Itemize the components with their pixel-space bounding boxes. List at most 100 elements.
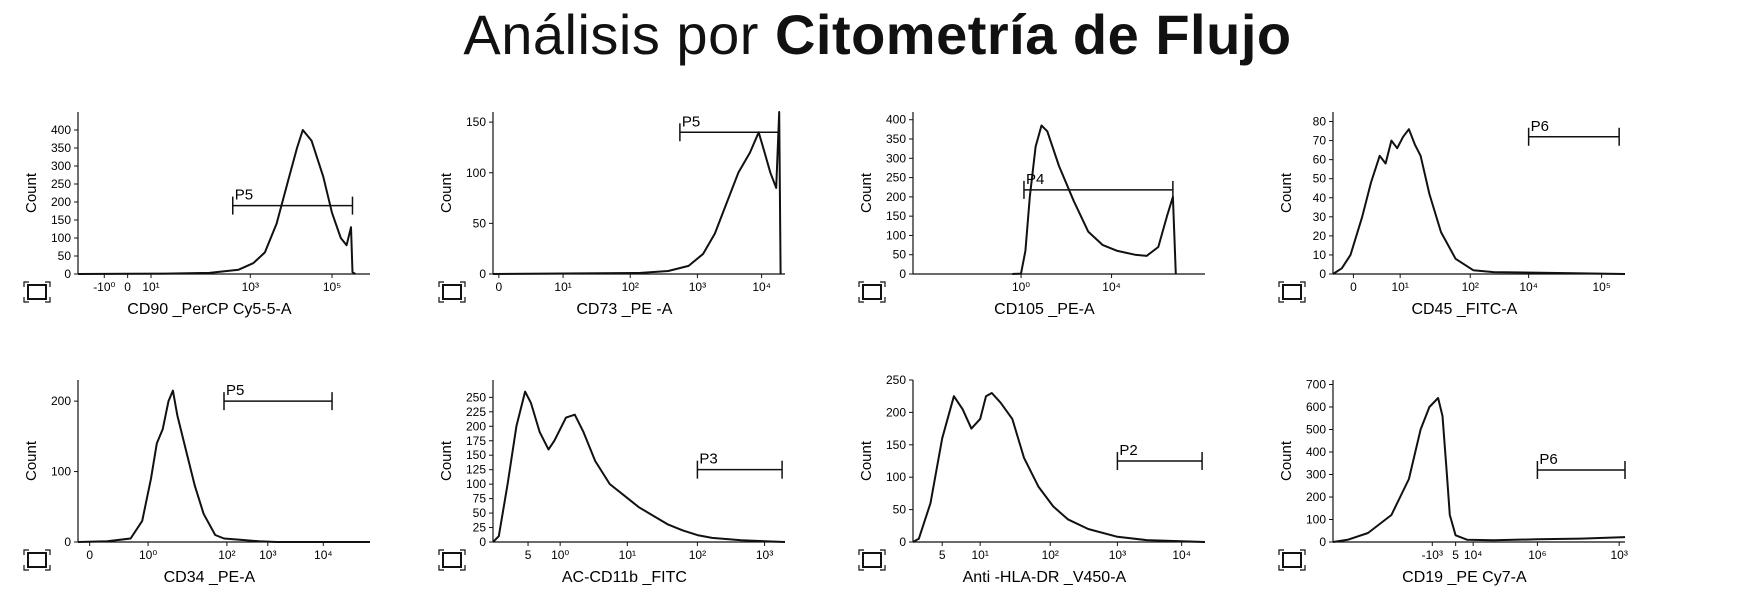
y-tick-label: 200 xyxy=(51,195,71,209)
x-tick-label: 10⁴ xyxy=(1102,280,1121,294)
y-tick-label: 0 xyxy=(479,535,486,549)
gate-label: P5 xyxy=(235,187,253,204)
region-bracket-icon xyxy=(1282,552,1302,568)
y-tick-label: 50 xyxy=(58,249,72,263)
x-tick-label: 10⁰ xyxy=(139,548,157,562)
gate-label: P6 xyxy=(1531,118,1549,135)
y-tick-label: 100 xyxy=(466,477,486,491)
y-tick-label: 400 xyxy=(51,123,71,137)
y-tick-label: 25 xyxy=(473,521,487,535)
y-tick-label: 0 xyxy=(479,267,486,281)
y-axis-label: Count xyxy=(858,440,875,481)
x-axis-label: CD105 _PE-A xyxy=(994,301,1095,318)
y-tick-label: 200 xyxy=(1306,490,1326,504)
y-tick-label: 100 xyxy=(886,470,906,484)
x-tick-label: 0 xyxy=(495,280,502,294)
x-tick-label: 10¹ xyxy=(554,280,571,294)
y-tick-label: 350 xyxy=(51,141,71,155)
x-tick-label: 10⁴ xyxy=(1464,548,1483,562)
x-tick-label: 10² xyxy=(622,280,639,294)
y-tick-label: 150 xyxy=(466,448,486,462)
y-tick-label: 75 xyxy=(473,492,487,506)
y-axis-label: Count xyxy=(23,172,40,213)
x-axis-label: CD19 _PE Cy7-A xyxy=(1402,569,1527,586)
title-bold: Citometría de Flujo xyxy=(774,3,1292,66)
y-tick-label: 700 xyxy=(1306,378,1326,392)
x-tick-label: 10¹ xyxy=(142,280,159,294)
region-bracket-icon xyxy=(1282,284,1302,300)
y-tick-label: 150 xyxy=(886,438,906,452)
gate-label: P4 xyxy=(1026,171,1044,188)
x-tick-label: 10² xyxy=(1042,548,1059,562)
region-bracket-corners xyxy=(858,281,886,303)
y-tick-label: 50 xyxy=(473,506,487,520)
y-tick-label: 0 xyxy=(1319,535,1326,549)
region-bracket-icon xyxy=(27,284,47,300)
histogram-hla-dr: 0 50 100 150 200 250 5 10¹ 10² 10³ 10⁴ Count Anti -H… xyxy=(855,368,1215,603)
region-bracket-corners xyxy=(23,281,51,303)
y-tick-label: 100 xyxy=(51,465,71,479)
y-tick-label: 250 xyxy=(466,390,486,404)
x-tick-label: 5 xyxy=(1452,548,1459,562)
histogram-cd19: 0 100 200 300 400 500 600 700 -10³ 5 10⁴ 10⁶ 10³ Coun… xyxy=(1275,368,1635,603)
y-axis-label: Count xyxy=(1278,172,1295,213)
histogram-cd105: 0 50 100 150 200 250 300 350 400 10⁰ 10⁴ Count CD105… xyxy=(855,100,1215,335)
histogram-curve xyxy=(1012,124,1177,275)
x-tick-label: 10⁰ xyxy=(551,548,569,562)
y-tick-label: 150 xyxy=(886,209,906,223)
y-tick-label: 200 xyxy=(466,419,486,433)
x-tick-label: 0 xyxy=(86,548,93,562)
histogram-curve xyxy=(77,389,370,543)
x-tick-label: 10¹ xyxy=(971,548,988,562)
x-tick-label: 10² xyxy=(689,548,706,562)
x-tick-label: 0 xyxy=(1350,280,1357,294)
title-light: Análisis por xyxy=(463,3,759,66)
y-tick-label: 30 xyxy=(1313,210,1327,224)
region-bracket-icon xyxy=(442,284,462,300)
histogram-curve xyxy=(912,392,1206,543)
y-tick-label: 40 xyxy=(1313,191,1327,205)
gate-label: P2 xyxy=(1119,442,1137,459)
y-tick-label: 150 xyxy=(51,213,71,227)
region-bracket-corners xyxy=(23,549,51,571)
histogram-curve xyxy=(1332,397,1626,543)
y-tick-label: 0 xyxy=(1319,267,1326,281)
x-tick-label: 10⁴ xyxy=(1172,548,1191,562)
y-tick-label: 0 xyxy=(64,267,71,281)
x-tick-label: -10⁰ xyxy=(93,280,115,294)
histogram-curve xyxy=(492,111,782,275)
y-tick-label: 400 xyxy=(1306,445,1326,459)
x-tick-label: 5 xyxy=(939,548,946,562)
y-axis-label: Count xyxy=(23,440,40,481)
x-tick-label: 10⁵ xyxy=(1592,280,1610,294)
gate-label: P5 xyxy=(226,382,244,399)
x-axis-label: AC-CD11b _FITC xyxy=(562,569,687,586)
x-tick-label: 10³ xyxy=(1109,548,1126,562)
y-tick-label: 150 xyxy=(466,115,486,129)
y-tick-label: 600 xyxy=(1306,400,1326,414)
x-tick-label: 0 xyxy=(124,280,131,294)
y-tick-label: 300 xyxy=(1306,468,1326,482)
y-tick-label: 250 xyxy=(51,177,71,191)
y-axis-label: Count xyxy=(858,172,875,213)
x-tick-label: 10² xyxy=(1462,280,1479,294)
x-axis-label: CD45 _FITC-A xyxy=(1412,301,1518,318)
region-bracket-corners xyxy=(1278,549,1306,571)
y-tick-label: 225 xyxy=(466,405,486,419)
y-tick-label: 0 xyxy=(899,535,906,549)
x-tick-label: 10² xyxy=(218,548,235,562)
y-tick-label: 80 xyxy=(1313,115,1327,129)
y-tick-label: 100 xyxy=(51,231,71,245)
histogram-curve xyxy=(77,129,356,275)
y-axis-label: Count xyxy=(438,172,455,213)
y-tick-label: 10 xyxy=(1313,248,1327,262)
y-tick-label: 125 xyxy=(466,463,486,477)
x-tick-label: 10³ xyxy=(1610,548,1627,562)
x-tick-label: -10³ xyxy=(1422,548,1443,562)
x-tick-label: 10⁶ xyxy=(1528,548,1546,562)
region-bracket-corners xyxy=(438,281,466,303)
gate-label: P5 xyxy=(682,113,700,130)
x-tick-label: 10⁰ xyxy=(1012,280,1030,294)
y-tick-label: 60 xyxy=(1313,153,1327,167)
region-bracket-corners xyxy=(438,549,466,571)
